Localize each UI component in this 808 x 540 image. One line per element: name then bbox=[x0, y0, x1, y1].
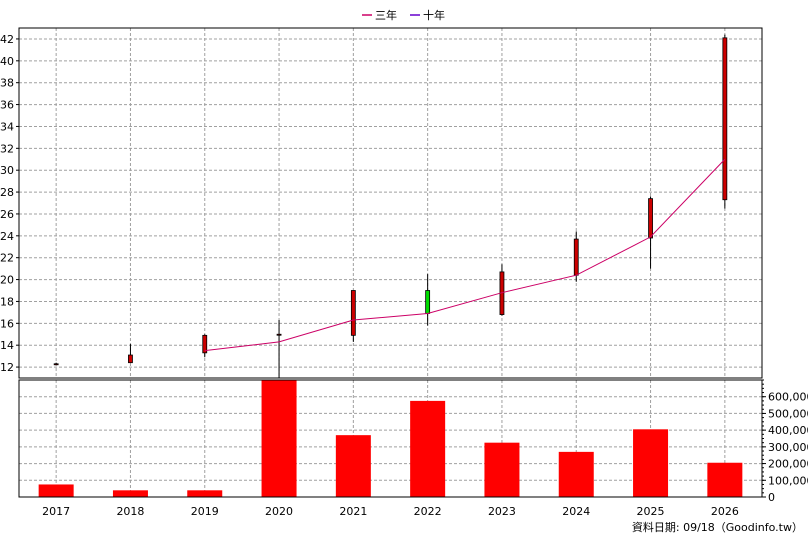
candle-body bbox=[648, 198, 653, 239]
y-tick-label: 20 bbox=[0, 274, 14, 287]
x-tick-label: 2017 bbox=[42, 505, 70, 518]
volume-bar bbox=[187, 490, 223, 497]
volume-tick-label: 200,000 bbox=[768, 458, 808, 471]
footer-source: 資料日期: 09/18（Goodinfo.tw） bbox=[632, 520, 803, 534]
legend-label: 三年 bbox=[375, 8, 397, 22]
x-tick-label: 2023 bbox=[488, 505, 516, 518]
volume-bar bbox=[335, 435, 371, 497]
y-tick-label: 36 bbox=[0, 99, 14, 112]
y-tick-label: 24 bbox=[0, 230, 14, 243]
y-tick-label: 26 bbox=[0, 208, 14, 221]
candle-body bbox=[573, 238, 579, 276]
volume-bar bbox=[261, 380, 297, 497]
volume-tick-label: 400,000 bbox=[768, 424, 808, 437]
y-tick-label: 32 bbox=[0, 142, 14, 155]
legend-label: 十年 bbox=[423, 8, 445, 22]
ma-line-3yr bbox=[204, 158, 726, 352]
volume-panel bbox=[38, 380, 743, 497]
legend: 三年 十年 bbox=[362, 8, 445, 22]
candle-body bbox=[425, 290, 431, 314]
candle-body bbox=[128, 354, 133, 364]
y-tick-label: 40 bbox=[0, 55, 14, 68]
volume-tick-label: 600,000 bbox=[768, 391, 808, 404]
candle-body bbox=[350, 290, 356, 336]
candle-body bbox=[202, 334, 208, 354]
candle-body bbox=[722, 37, 728, 201]
volume-tick-label: 300,000 bbox=[768, 441, 808, 454]
candle-body bbox=[276, 333, 282, 336]
y-tick-label: 30 bbox=[0, 164, 14, 177]
x-tick-label: 2018 bbox=[116, 505, 144, 518]
x-tick-label: 2021 bbox=[339, 505, 367, 518]
y-tick-label: 14 bbox=[0, 339, 14, 352]
x-tick-label: 2024 bbox=[562, 505, 590, 518]
volume-tick-label: 100,000 bbox=[768, 474, 808, 487]
x-tick-label: 2020 bbox=[265, 505, 293, 518]
x-tick-label: 2026 bbox=[711, 505, 739, 518]
y-tick-label: 18 bbox=[0, 295, 14, 308]
volume-bar bbox=[707, 462, 743, 497]
volume-bar bbox=[112, 490, 148, 497]
price-panel bbox=[53, 34, 728, 378]
x-tick-label: 2022 bbox=[414, 505, 442, 518]
y-tick-label: 28 bbox=[0, 186, 14, 199]
volume-bar bbox=[38, 484, 74, 497]
candle-body bbox=[53, 363, 59, 366]
axes: 2017 2018 2019 2020 2021 2022 2023 2024 2025 2026… bbox=[0, 27, 808, 518]
y-tick-label: 38 bbox=[0, 77, 14, 90]
volume-bar bbox=[558, 451, 594, 497]
y-tick-label: 34 bbox=[0, 120, 14, 133]
y-tick-label: 16 bbox=[0, 317, 14, 330]
x-tick-label: 2025 bbox=[637, 505, 665, 518]
x-tick-label: 2019 bbox=[191, 505, 219, 518]
y-tick-label: 22 bbox=[0, 252, 14, 265]
y-tick-label: 42 bbox=[0, 33, 14, 46]
volume-bar bbox=[410, 400, 446, 497]
volume-tick-label: 0 bbox=[768, 491, 775, 504]
y-tick-label: 12 bbox=[0, 361, 14, 374]
volume-bar bbox=[484, 442, 520, 497]
price-frame bbox=[18, 27, 763, 379]
volume-bar bbox=[633, 429, 669, 497]
volume-tick-label: 500,000 bbox=[768, 407, 808, 420]
